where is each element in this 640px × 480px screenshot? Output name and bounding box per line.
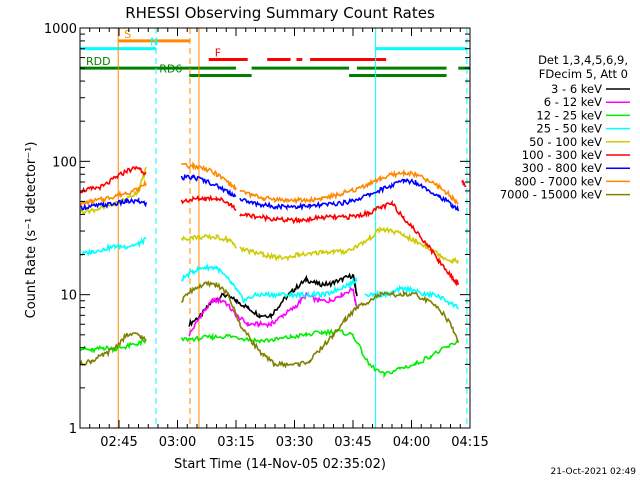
legend-entry-label: 3 - 6 keV xyxy=(551,82,602,96)
x-axis-label: Start Time (14-Nov-05 02:35:02) xyxy=(174,457,386,472)
legend-entry-label: 12 - 25 keV xyxy=(536,108,602,122)
x-tick-label: 03:45 xyxy=(334,435,371,450)
legend-header-line-1: Det 1,3,4,5,6,9, xyxy=(538,53,628,67)
x-tick-label: 04:00 xyxy=(393,435,430,450)
flag-bar-label: RDD xyxy=(86,55,111,68)
y-tick-label: 100 xyxy=(52,155,77,170)
legend-entry-label: 800 - 7000 keV xyxy=(514,174,602,188)
flag-bar-label: S xyxy=(124,28,131,41)
chart-title: RHESSI Observing Summary Count Rates xyxy=(125,4,435,22)
y-tick-label: 10 xyxy=(60,289,77,304)
flag-bar-label: RD6 xyxy=(159,63,182,76)
x-tick-label: 03:15 xyxy=(217,435,254,450)
y-tick-label: 1000 xyxy=(44,22,77,37)
series-line xyxy=(188,286,358,337)
legend: Det 1,3,4,5,6,9, FDecim 5, Att 0 3 - 6 k… xyxy=(500,53,630,202)
legend-entry-label: 25 - 50 keV xyxy=(536,122,602,136)
x-axis-ticks: 02:45 03:00 03:15 03:30 03:45 04:00 04:15 xyxy=(79,28,489,450)
series-line xyxy=(79,280,460,369)
x-tick-label: 03:30 xyxy=(276,435,313,450)
series-lines xyxy=(79,161,467,379)
flag-bar-label: N xyxy=(150,36,158,49)
series-line xyxy=(79,328,459,379)
x-tick-label: 02:45 xyxy=(100,435,137,450)
instrument-state-lines xyxy=(117,28,468,428)
series-line xyxy=(79,161,459,207)
y-tick-label: 1 xyxy=(69,422,77,437)
generation-timestamp: 21-Oct-2021 02:49 xyxy=(551,467,637,477)
y-axis-label: Count Rate (s⁻¹ detector⁻¹) xyxy=(24,142,39,319)
legend-entry-label: 300 - 800 keV xyxy=(522,161,602,175)
flag-bars: S N F RDD RD6 xyxy=(80,28,470,78)
legend-entry-label: 50 - 100 keV xyxy=(529,135,602,149)
legend-entry-label: 7000 - 15000 keV xyxy=(500,188,602,202)
legend-entry-label: 100 - 300 keV xyxy=(522,148,602,162)
x-tick-label: 04:15 xyxy=(451,435,488,450)
flag-bar-label: F xyxy=(215,47,221,60)
series-line xyxy=(79,165,467,287)
legend-header-line-2: FDecim 5, Att 0 xyxy=(539,67,628,81)
x-tick-label: 03:00 xyxy=(159,435,196,450)
legend-entry-label: 6 - 12 keV xyxy=(544,95,602,109)
y-axis-ticks: 1 10 100 1000 xyxy=(44,22,470,437)
series-line xyxy=(79,173,460,212)
